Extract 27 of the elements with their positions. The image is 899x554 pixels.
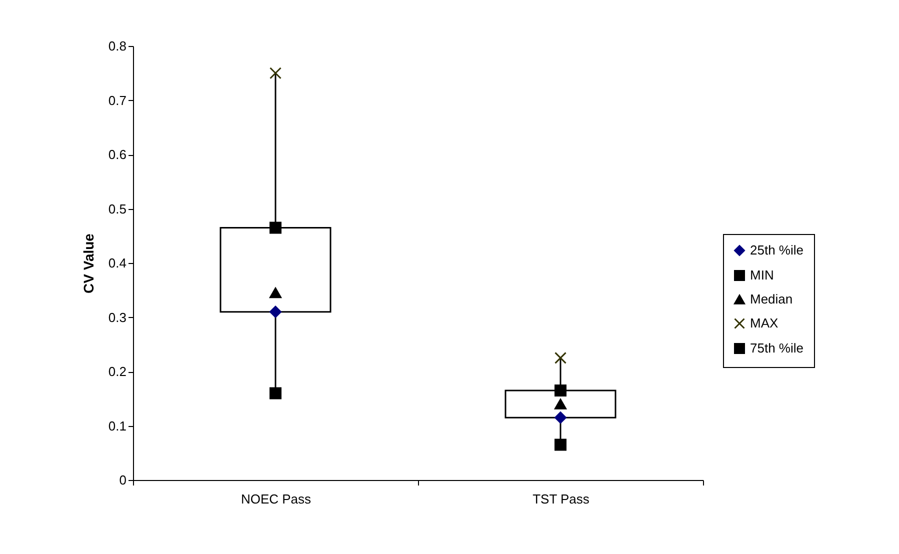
legend-label: MAX xyxy=(750,316,778,330)
y-tick-label: 0.6 xyxy=(108,147,126,162)
legend-label: Median xyxy=(750,292,793,306)
y-tick-label: 0.8 xyxy=(108,38,126,54)
y-tick-label: 0.3 xyxy=(108,310,126,325)
point xyxy=(554,352,566,364)
x-tick-label: TST Pass xyxy=(532,492,590,506)
point xyxy=(554,412,566,424)
y-tick-label: 0.1 xyxy=(108,418,126,434)
legend-label: MIN xyxy=(750,268,774,282)
point xyxy=(554,398,566,410)
point xyxy=(270,288,282,298)
point xyxy=(554,384,566,396)
y-tick-label: 0.7 xyxy=(108,92,126,108)
point xyxy=(270,306,282,318)
y-axis-title: CV Value xyxy=(80,233,96,294)
y-tick-label: 0.4 xyxy=(108,256,126,270)
point xyxy=(270,387,282,400)
point xyxy=(270,67,282,80)
legend-label: 25th %ile xyxy=(750,242,804,258)
x-tick-label: NOEC Pass xyxy=(240,492,312,506)
y-tick-label: 0.5 xyxy=(108,201,126,216)
point xyxy=(554,438,566,451)
point xyxy=(270,222,282,234)
legend-label: 75th %ile xyxy=(750,340,804,356)
y-tick-label: 0 xyxy=(119,472,126,488)
y-tick-label: 0.2 xyxy=(108,364,126,379)
